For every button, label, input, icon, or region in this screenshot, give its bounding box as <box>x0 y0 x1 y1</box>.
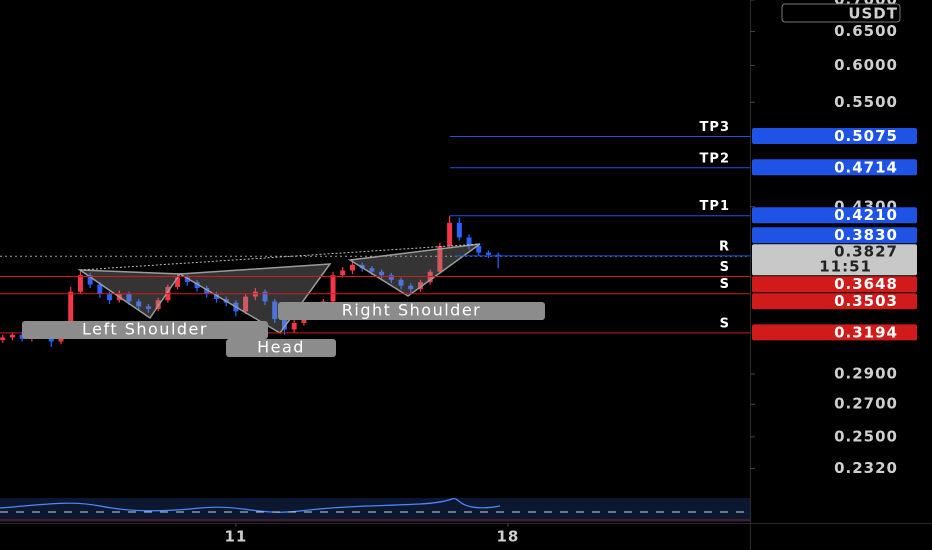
candle-body <box>243 296 249 312</box>
candle-body <box>379 271 385 276</box>
neckline <box>79 243 481 271</box>
y-tick-label: 0.6500 <box>834 22 898 40</box>
candle-body <box>388 275 394 280</box>
level-name: TP1 <box>700 199 730 214</box>
y-tick-label: 0.5500 <box>834 93 898 111</box>
candle-body <box>408 285 414 290</box>
level-name: TP3 <box>700 120 730 135</box>
price-box <box>752 293 917 310</box>
candle-body <box>155 300 161 309</box>
candle-body <box>213 294 219 299</box>
candle-body <box>68 291 74 330</box>
y-tick-label: 0.6000 <box>834 56 898 74</box>
candle-body <box>456 222 462 238</box>
candle-body <box>87 275 93 285</box>
annotation-label: Head <box>257 338 305 357</box>
candle-body <box>136 301 142 307</box>
candle-body <box>485 252 491 255</box>
price-box <box>752 207 917 224</box>
level-name: R <box>719 239 730 254</box>
y-tick-label: 0.2900 <box>834 364 898 382</box>
candle-body <box>437 246 443 272</box>
oscillator-pane <box>0 498 750 522</box>
candle-body <box>0 337 6 341</box>
candle-body <box>126 294 132 302</box>
candle-body <box>476 246 482 253</box>
right-shoulder-shape <box>347 243 481 297</box>
currency-label: USDT <box>848 5 898 23</box>
candle-body <box>262 291 268 302</box>
candle-body <box>330 275 336 302</box>
y-tick-label: 0.2500 <box>834 427 898 445</box>
price-box <box>752 159 917 176</box>
y-tick-label: 0.2320 <box>834 459 898 477</box>
candle-body <box>145 306 151 309</box>
candle-body <box>77 275 83 292</box>
price-box-label: 0.3648 <box>834 275 898 293</box>
annotation-label: Right Shoulder <box>342 301 481 320</box>
annotation-box <box>226 339 336 357</box>
candle-body <box>204 288 210 295</box>
price-box-label: 0.3503 <box>834 292 898 310</box>
annotation-box <box>22 321 268 339</box>
annotation-label: Left Shoulder <box>82 320 208 339</box>
candle-body <box>184 277 190 283</box>
candle-body <box>417 282 423 290</box>
x-tick-label: 18 <box>496 528 519 546</box>
candle-body <box>272 301 278 320</box>
y-tick-label: 0.2700 <box>834 395 898 413</box>
candle-body <box>175 277 181 287</box>
currency-badge <box>781 3 901 23</box>
level-name: S <box>720 260 730 275</box>
countdown-label: 11:51 <box>819 258 872 276</box>
level-name: S <box>720 277 730 292</box>
level-name: S <box>720 316 730 331</box>
candle-body <box>97 284 103 295</box>
x-tick-label: 11 <box>224 528 247 546</box>
candle-body <box>194 282 200 289</box>
candle-body <box>107 294 113 301</box>
price-box-label: 0.3830 <box>834 226 898 244</box>
candle-body <box>398 279 404 286</box>
price-box-label: 0.3194 <box>834 323 898 341</box>
price-box-label: 0.5075 <box>834 127 898 145</box>
price-box <box>752 276 917 293</box>
level-name: TP2 <box>700 151 730 166</box>
price-box <box>752 324 917 341</box>
last-price-label: 0.3827 <box>834 243 898 261</box>
candle-body <box>466 237 472 247</box>
candle-body <box>369 268 375 272</box>
oscillator-line <box>0 497 501 513</box>
annotation-box <box>278 302 545 320</box>
price-box-label: 0.4210 <box>834 206 898 224</box>
candle-body <box>349 264 355 271</box>
price-box-label: 0.4714 <box>834 158 898 176</box>
candle-body <box>291 322 297 330</box>
candle-body <box>359 264 365 269</box>
candle-body <box>281 319 287 330</box>
last-price-box <box>752 244 917 276</box>
price-box <box>752 127 917 144</box>
candle-body <box>340 270 346 276</box>
candle-body <box>9 334 15 338</box>
price-box <box>752 227 917 244</box>
candle-body <box>447 222 453 247</box>
